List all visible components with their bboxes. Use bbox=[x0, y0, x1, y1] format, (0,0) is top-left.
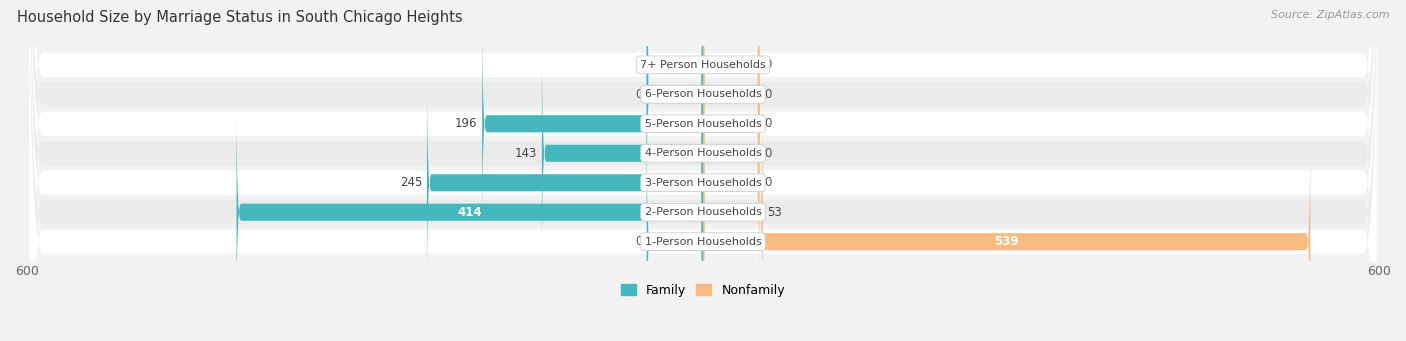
Text: 7+ Person Households: 7+ Person Households bbox=[640, 60, 766, 70]
Text: 6-Person Households: 6-Person Households bbox=[644, 89, 762, 99]
FancyBboxPatch shape bbox=[647, 132, 703, 341]
Text: 196: 196 bbox=[456, 117, 478, 130]
FancyBboxPatch shape bbox=[30, 0, 1376, 341]
Text: 0: 0 bbox=[763, 176, 772, 189]
Text: 2-Person Households: 2-Person Households bbox=[644, 207, 762, 217]
Text: 0: 0 bbox=[634, 88, 643, 101]
FancyBboxPatch shape bbox=[703, 73, 759, 292]
FancyBboxPatch shape bbox=[703, 14, 759, 233]
FancyBboxPatch shape bbox=[236, 103, 703, 322]
FancyBboxPatch shape bbox=[427, 73, 703, 292]
FancyBboxPatch shape bbox=[703, 103, 762, 322]
FancyBboxPatch shape bbox=[541, 44, 703, 263]
Text: 0: 0 bbox=[763, 117, 772, 130]
FancyBboxPatch shape bbox=[30, 0, 1376, 341]
FancyBboxPatch shape bbox=[703, 132, 1310, 341]
Legend: Family, Nonfamily: Family, Nonfamily bbox=[616, 279, 790, 302]
FancyBboxPatch shape bbox=[30, 0, 1376, 341]
FancyBboxPatch shape bbox=[647, 0, 703, 174]
FancyBboxPatch shape bbox=[30, 0, 1376, 341]
FancyBboxPatch shape bbox=[30, 0, 1376, 341]
Text: 414: 414 bbox=[457, 206, 482, 219]
FancyBboxPatch shape bbox=[30, 0, 1376, 341]
Text: 3-Person Households: 3-Person Households bbox=[644, 178, 762, 188]
Text: 143: 143 bbox=[515, 147, 537, 160]
Text: 539: 539 bbox=[994, 235, 1019, 248]
FancyBboxPatch shape bbox=[30, 0, 1376, 341]
Text: 53: 53 bbox=[768, 206, 782, 219]
FancyBboxPatch shape bbox=[482, 14, 703, 233]
Text: 0: 0 bbox=[763, 147, 772, 160]
Text: 245: 245 bbox=[401, 176, 422, 189]
Text: 0: 0 bbox=[634, 58, 643, 71]
Text: Household Size by Marriage Status in South Chicago Heights: Household Size by Marriage Status in Sou… bbox=[17, 10, 463, 25]
Text: 4-Person Households: 4-Person Households bbox=[644, 148, 762, 158]
FancyBboxPatch shape bbox=[703, 0, 759, 174]
Text: 0: 0 bbox=[763, 88, 772, 101]
Text: 1-Person Households: 1-Person Households bbox=[644, 237, 762, 247]
Text: 0: 0 bbox=[763, 58, 772, 71]
FancyBboxPatch shape bbox=[703, 0, 759, 204]
Text: 0: 0 bbox=[634, 235, 643, 248]
FancyBboxPatch shape bbox=[647, 0, 703, 204]
FancyBboxPatch shape bbox=[703, 44, 759, 263]
Text: Source: ZipAtlas.com: Source: ZipAtlas.com bbox=[1271, 10, 1389, 20]
Text: 5-Person Households: 5-Person Households bbox=[644, 119, 762, 129]
